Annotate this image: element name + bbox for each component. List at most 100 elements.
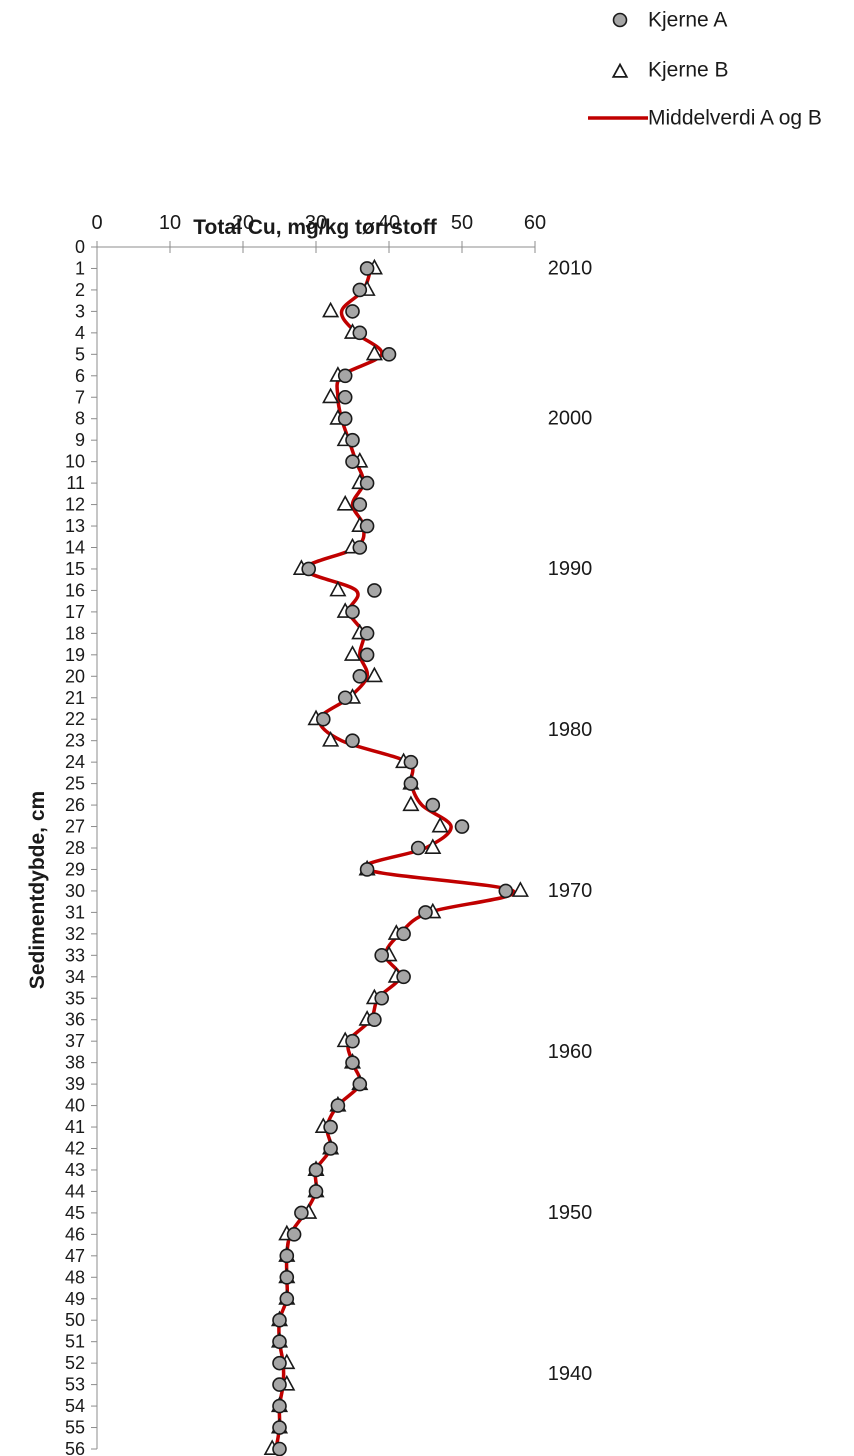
y-axis-title: Sedimentdybde, cm [26, 791, 49, 989]
series-a-point [396, 926, 411, 942]
y-tick-label: 51 [65, 1332, 85, 1352]
year-annotation: 1950 [548, 1202, 593, 1224]
series-a-point [286, 1227, 302, 1242]
series-a-point [308, 1184, 324, 1199]
y-tick-label: 27 [65, 817, 85, 837]
x-tick-label: 20 [232, 212, 254, 234]
y-tick-label: 17 [65, 602, 85, 622]
year-annotation: 1970 [548, 880, 593, 902]
series-a-point [498, 883, 514, 899]
legend: Kjerne A Kjerne B Middelverdi A og B [588, 9, 822, 130]
y-tick-label: 54 [65, 1396, 85, 1416]
year-annotation: 1980 [548, 719, 593, 741]
y-tick-label: 3 [75, 301, 85, 321]
y-tick-label: 15 [65, 559, 85, 579]
series-a-point [315, 711, 331, 727]
y-tick-label: 52 [65, 1353, 85, 1373]
legend-label-a: Kjerne A [648, 9, 727, 32]
series-a-point [272, 1398, 287, 1414]
chart-title: Total Cu, mg/kg tørrstoff [193, 216, 437, 239]
series-a-point [352, 325, 368, 341]
series-b-point [336, 494, 354, 511]
series-a-point [359, 647, 375, 663]
series-b-point [365, 666, 383, 683]
axes: 0 10 20 30 40 50 60012345678910111213141516171… [65, 212, 546, 1456]
series-a-point [345, 432, 360, 448]
series-b-point [402, 795, 420, 812]
series-a-point [323, 1119, 338, 1135]
series-a-point [396, 969, 411, 985]
y-tick-label: 44 [65, 1181, 85, 1201]
x-tick-label: 40 [378, 212, 400, 234]
series-a-point [279, 1269, 295, 1285]
series-a-point [337, 389, 353, 405]
legend-label-mean: Middelverdi A og B [648, 107, 822, 130]
y-tick-label: 55 [65, 1418, 85, 1438]
y-tick-label: 1 [75, 258, 85, 278]
series-a-point [374, 990, 390, 1006]
series-a-point [272, 1441, 287, 1456]
y-tick-label: 50 [65, 1310, 85, 1330]
year-annotation: 1940 [548, 1363, 593, 1385]
y-tick-label: 49 [65, 1289, 85, 1309]
x-tick-label: 0 [91, 212, 102, 234]
series-a-point [403, 776, 419, 791]
y-tick-label: 46 [65, 1224, 85, 1244]
x-tick-label: 30 [305, 212, 327, 234]
series-a-point [279, 1291, 295, 1307]
series-b-point [329, 580, 347, 597]
y-tick-label: 35 [65, 988, 85, 1008]
series-a-point [352, 668, 368, 684]
year-annotation: 1990 [548, 558, 593, 580]
y-tick-label: 5 [75, 344, 85, 364]
y-tick-label: 23 [65, 731, 85, 751]
series-a-point [337, 411, 353, 427]
x-tick-label: 50 [451, 212, 473, 234]
series-a-point [330, 1098, 346, 1113]
y-tick-label: 30 [65, 881, 85, 901]
legend-marker-a [612, 12, 628, 28]
series-a-point [345, 454, 360, 469]
series-b-point [322, 387, 340, 404]
y-tick-label: 38 [65, 1053, 85, 1073]
series-a-point [345, 1055, 360, 1070]
y-tick-label: 9 [75, 430, 85, 450]
series-a-point [337, 368, 353, 384]
y-tick-label: 45 [65, 1203, 85, 1223]
series-b-point [365, 344, 383, 361]
y-tick-label: 34 [65, 967, 85, 987]
y-tick-label: 42 [65, 1139, 85, 1159]
y-tick-label: 26 [65, 795, 85, 815]
series-a-point [272, 1377, 287, 1392]
series-b-point [511, 881, 529, 897]
series-a-point [272, 1420, 287, 1435]
x-tick-label: 60 [524, 212, 546, 234]
y-tick-label: 20 [65, 666, 85, 686]
series-b-point [322, 301, 340, 318]
y-tick-label: 12 [65, 495, 85, 515]
y-tick-label: 10 [65, 452, 85, 472]
legend-label-b: Kjerne B [648, 59, 729, 82]
series-a-point [359, 518, 375, 534]
y-tick-label: 28 [65, 838, 85, 858]
series-a-point [359, 261, 375, 276]
y-tick-label: 53 [65, 1375, 85, 1395]
series-a-point [337, 690, 353, 706]
x-tick-label: 10 [159, 212, 181, 234]
y-tick-label: 40 [65, 1096, 85, 1116]
series-a-point [374, 948, 390, 963]
y-tick-label: 32 [65, 924, 85, 944]
series-a-point [403, 754, 419, 770]
y-tick-label: 36 [65, 1010, 85, 1030]
y-tick-label: 37 [65, 1031, 85, 1051]
y-tick-label: 4 [75, 323, 85, 343]
series-a-point [308, 1162, 324, 1178]
y-tick-label: 39 [65, 1074, 85, 1094]
y-tick-label: 8 [75, 409, 85, 429]
series-a-point [272, 1334, 287, 1349]
year-annotation: 2000 [548, 408, 593, 430]
y-tick-label: 13 [65, 516, 85, 536]
year-annotation: 2010 [548, 257, 593, 279]
y-tick-label: 31 [65, 902, 85, 922]
series-a-point [381, 347, 397, 362]
